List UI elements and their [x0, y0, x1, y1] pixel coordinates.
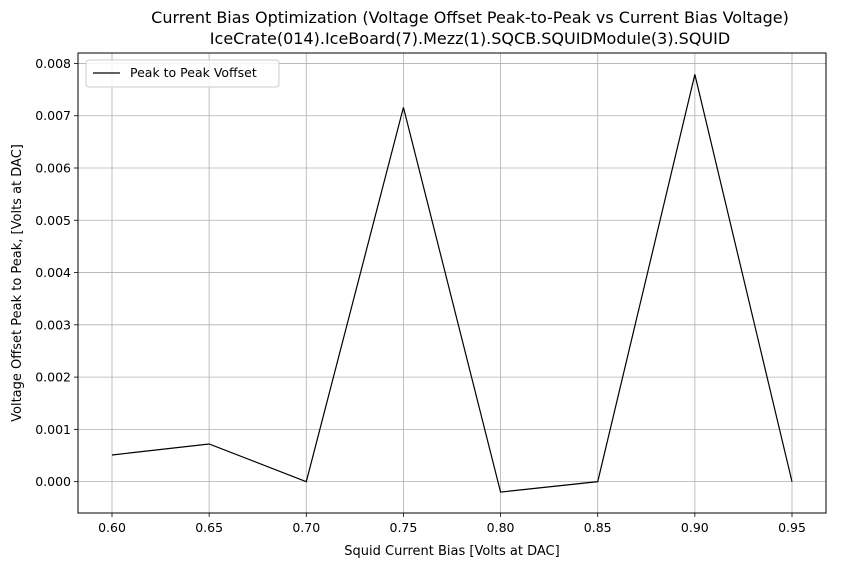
series-line-0: [111, 74, 793, 493]
legend-label-peak-to-peak-voffset: Peak to Peak Voffset: [130, 65, 257, 80]
y-tick-label: 0.004: [35, 265, 71, 280]
x-tick-label: 0.65: [195, 520, 223, 535]
x-tick-label: 0.70: [292, 520, 320, 535]
x-tick-label: 0.75: [390, 520, 418, 535]
x-tick-label: 0.85: [584, 520, 612, 535]
y-axis-label: Voltage Offset Peak to Peak, [Volts at D…: [10, 144, 25, 422]
grid-lines: [78, 53, 826, 513]
y-tick-label: 0.003: [35, 317, 71, 332]
y-tick-label: 0.008: [35, 56, 71, 71]
plot-area: [77, 52, 827, 514]
x-axis-label: Squid Current Bias [Volts at DAC]: [344, 544, 559, 559]
x-tick-label: 0.60: [98, 520, 126, 535]
x-axis: 0.60 0.65 0.70 0.75 0.80 0.85 0.90 0.95: [98, 513, 806, 535]
y-tick-label: 0.007: [35, 108, 71, 123]
legend: Peak to Peak Voffset: [85, 59, 280, 88]
y-axis: 0.000 0.001 0.002 0.003 0.004 0.005 0.006 0.007…: [35, 56, 78, 489]
y-tick-label: 0.001: [35, 422, 71, 437]
y-tick-label: 0.000: [35, 474, 71, 489]
x-tick-label: 0.90: [681, 520, 709, 535]
chart-title: Current Bias Optimization (Voltage Offse…: [151, 8, 789, 27]
y-tick-label: 0.002: [35, 370, 71, 385]
x-tick-label: 0.95: [778, 520, 806, 535]
chart-subtitle: IceCrate(014).IceBoard(7).Mezz(1).SQCB.S…: [210, 29, 730, 48]
series-layer: [111, 74, 793, 493]
legend-box: [85, 59, 280, 88]
y-tick-label: 0.005: [35, 213, 71, 228]
y-tick-label: 0.006: [35, 161, 71, 176]
x-tick-label: 0.80: [487, 520, 515, 535]
